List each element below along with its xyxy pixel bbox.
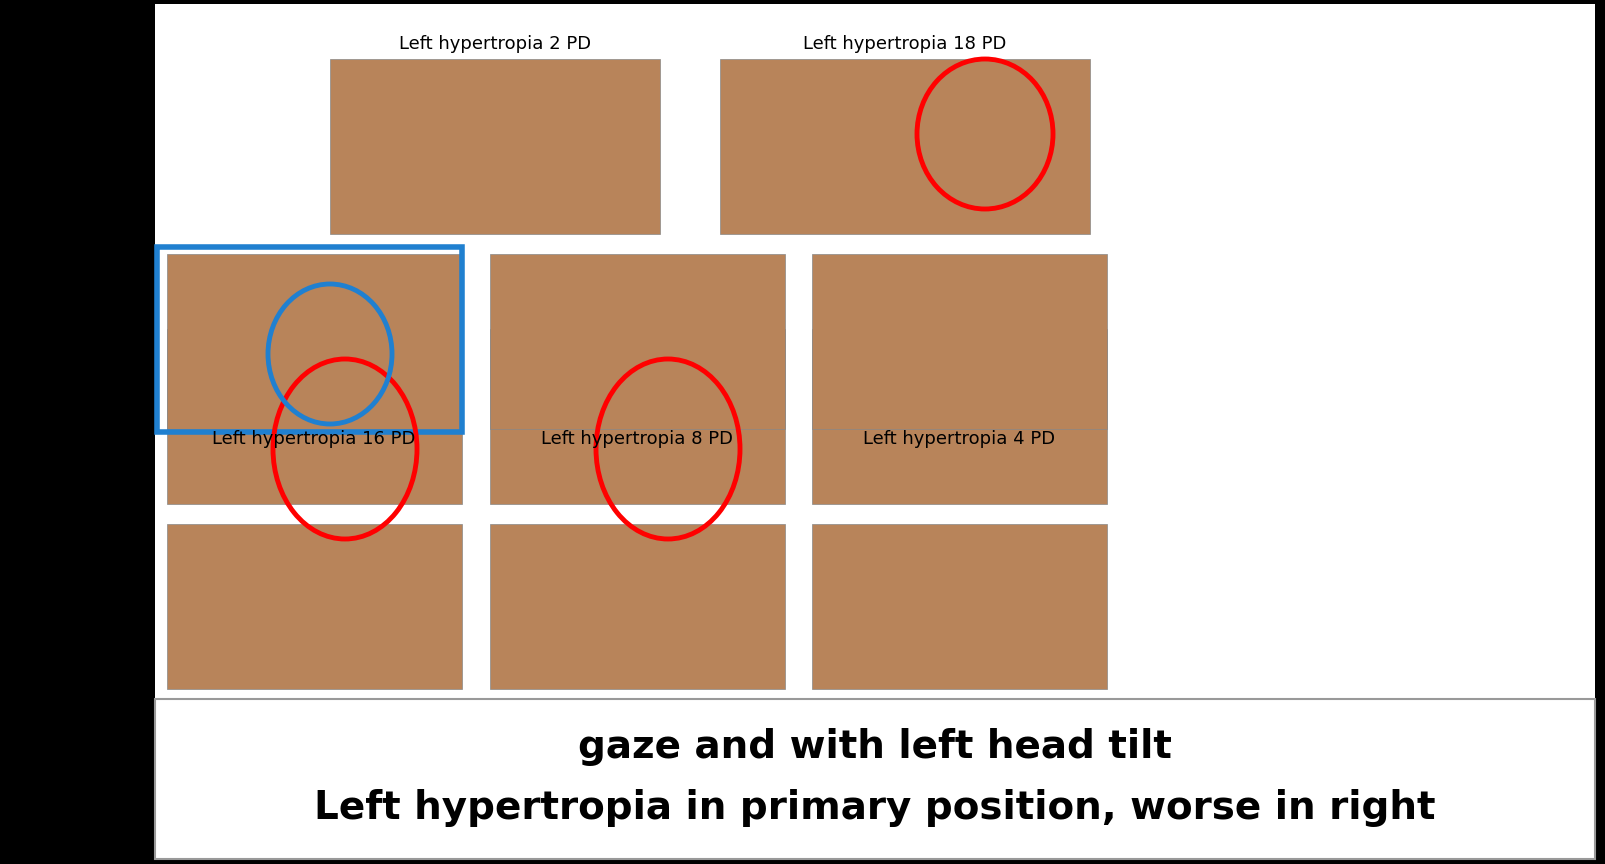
Bar: [490, 524, 785, 689]
Bar: [490, 254, 785, 429]
Bar: [812, 254, 1106, 429]
Text: gaze and with left head tilt: gaze and with left head tilt: [578, 728, 1172, 766]
Bar: [157, 247, 462, 432]
Bar: [167, 524, 462, 689]
Bar: [156, 699, 1594, 859]
Bar: [719, 59, 1090, 234]
Bar: [167, 254, 462, 429]
Bar: [812, 329, 1106, 504]
Text: Left hypertropia 8 PD: Left hypertropia 8 PD: [541, 430, 732, 448]
Bar: [329, 59, 660, 234]
Bar: [167, 329, 462, 504]
Text: Left hypertropia 2 PD: Left hypertropia 2 PD: [398, 35, 591, 53]
Text: Left hypertropia 4 PD: Left hypertropia 4 PD: [862, 430, 1054, 448]
Text: Left hypertropia 18 PD: Left hypertropia 18 PD: [802, 35, 1006, 53]
Text: Left hypertropia in primary position, worse in right: Left hypertropia in primary position, wo…: [315, 789, 1435, 827]
Bar: [156, 4, 1594, 859]
Bar: [812, 524, 1106, 689]
Bar: [490, 329, 785, 504]
Text: Left hypertropia 16 PD: Left hypertropia 16 PD: [212, 430, 416, 448]
